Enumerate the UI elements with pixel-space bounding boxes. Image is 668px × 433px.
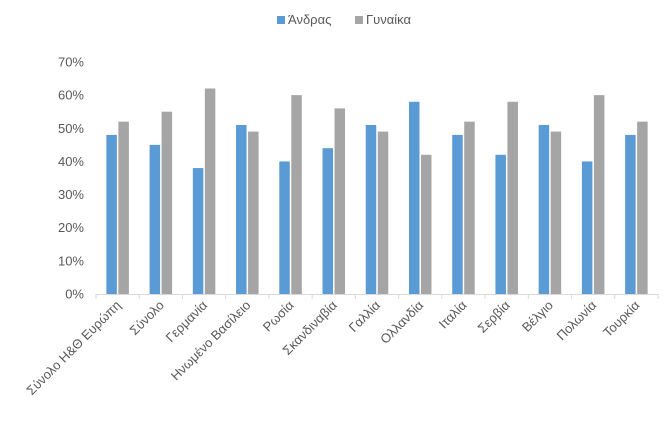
bar-gynaika-3 bbox=[248, 131, 259, 294]
y-tick-label: 10% bbox=[58, 253, 84, 268]
bar-andras-12 bbox=[625, 134, 636, 294]
bar-andras-2 bbox=[192, 168, 204, 294]
bar-gynaika-10 bbox=[550, 131, 562, 294]
legend-label-gynaika: Γυναίκα bbox=[366, 12, 412, 27]
x-tick-label: Ηνωμένο Βασίλειο bbox=[168, 298, 254, 384]
y-tick-label: 70% bbox=[58, 55, 84, 70]
bar-andras-9 bbox=[495, 154, 506, 294]
bar-andras-10 bbox=[538, 124, 550, 294]
legend: Άνδρας Γυναίκα bbox=[277, 12, 412, 27]
bar-andras-5 bbox=[322, 148, 334, 294]
x-tick-label: Σερβία bbox=[475, 297, 514, 336]
legend-swatch-gynaika bbox=[355, 16, 363, 24]
y-axis: 0% 10% 20% 30% 40% 50% 60% 70% bbox=[58, 55, 84, 302]
x-tick-label: Τουρκία bbox=[600, 297, 643, 340]
bar-gynaika-7 bbox=[420, 154, 432, 294]
bar-gynaika-11 bbox=[593, 95, 605, 294]
bar-gynaika-6 bbox=[377, 131, 389, 294]
x-tick-label: Πολωνία bbox=[553, 297, 599, 343]
bar-gynaika-9 bbox=[507, 101, 518, 295]
y-tick-label: 30% bbox=[58, 187, 84, 202]
bar-gynaika-5 bbox=[334, 108, 346, 295]
x-tick-label: Σύνολο Η&Θ Ευρώπη bbox=[23, 298, 123, 398]
bar-gynaika-8 bbox=[464, 121, 475, 294]
y-tick-label: 20% bbox=[58, 220, 84, 235]
bars bbox=[106, 88, 648, 295]
y-tick-label: 40% bbox=[58, 154, 84, 169]
bar-andras-0 bbox=[106, 134, 117, 294]
x-tick-label: Βέλγιο bbox=[519, 298, 556, 335]
legend-swatch-andras bbox=[277, 16, 285, 24]
bar-andras-1 bbox=[149, 144, 161, 294]
bar-andras-7 bbox=[408, 101, 420, 295]
x-tick-label: Σύνολο bbox=[127, 298, 167, 338]
x-tick-label: Ολλανδία bbox=[377, 297, 427, 347]
bar-andras-11 bbox=[581, 161, 593, 294]
y-tick-label: 50% bbox=[58, 121, 84, 136]
y-tick-label: 60% bbox=[58, 88, 84, 103]
bar-gynaika-0 bbox=[118, 121, 129, 294]
bar-andras-6 bbox=[365, 124, 377, 294]
bar-gynaika-2 bbox=[204, 88, 216, 294]
x-tick-label: Ιταλία bbox=[436, 297, 470, 331]
bar-gynaika-12 bbox=[637, 121, 648, 294]
bar-andras-8 bbox=[452, 134, 463, 294]
y-tick-label: 0% bbox=[65, 287, 84, 302]
bar-andras-3 bbox=[236, 124, 247, 294]
bar-gynaika-1 bbox=[161, 111, 173, 295]
bar-gynaika-4 bbox=[291, 95, 302, 294]
x-tick-label: Γαλλία bbox=[346, 297, 384, 335]
bar-andras-4 bbox=[279, 161, 290, 294]
legend-label-andras: Άνδρας bbox=[288, 12, 331, 27]
x-tick-label: Ρωσία bbox=[260, 297, 297, 334]
